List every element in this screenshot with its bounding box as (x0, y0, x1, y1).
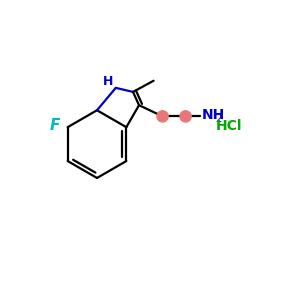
Text: F: F (49, 118, 60, 133)
Text: H: H (103, 75, 114, 88)
Text: HCl: HCl (216, 119, 242, 133)
Text: 2: 2 (216, 114, 222, 124)
Circle shape (180, 111, 191, 122)
Circle shape (157, 111, 168, 122)
Text: NH: NH (202, 108, 225, 122)
